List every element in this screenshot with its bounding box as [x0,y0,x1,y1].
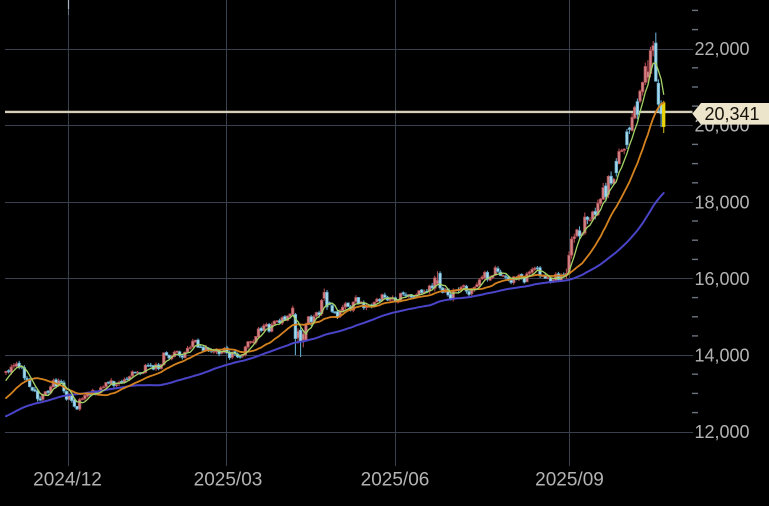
svg-text:22,000: 22,000 [695,39,750,59]
svg-text:18,000: 18,000 [695,192,750,212]
svg-text:16,000: 16,000 [695,269,750,289]
svg-text:2025/09: 2025/09 [535,470,604,491]
svg-text:2025/06: 2025/06 [361,470,430,491]
svg-text:2025/03: 2025/03 [194,470,263,491]
svg-text:2024/12: 2024/12 [33,470,102,491]
svg-text:20,341: 20,341 [705,104,760,124]
svg-text:14,000: 14,000 [695,346,750,366]
svg-text:12,000: 12,000 [695,422,750,442]
